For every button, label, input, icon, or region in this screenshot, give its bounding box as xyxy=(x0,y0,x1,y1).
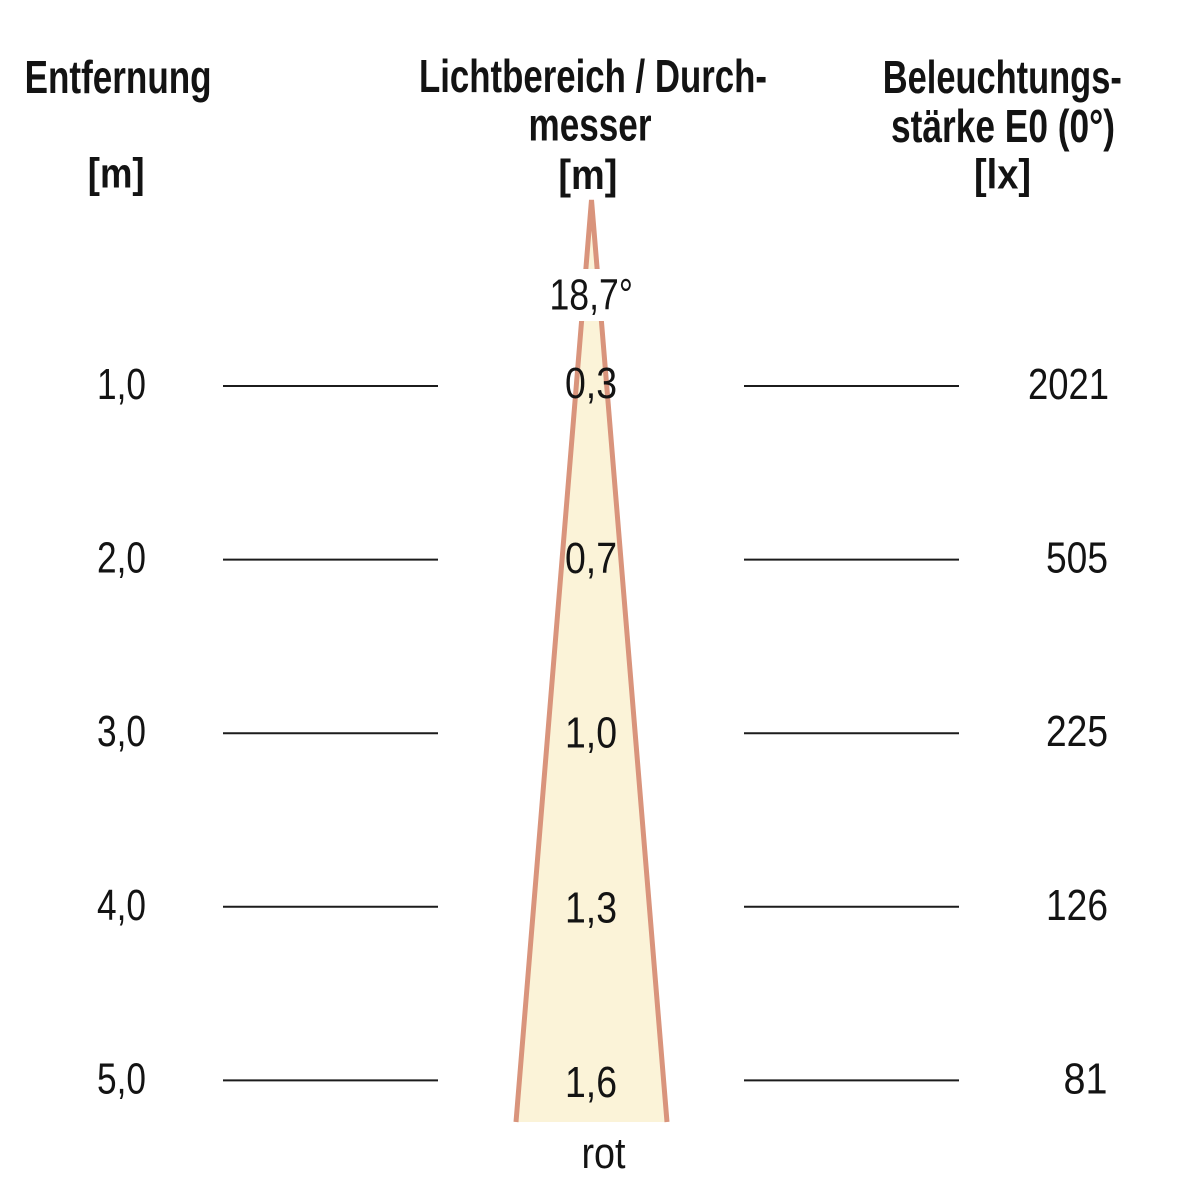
svg-text:Beleuchtungs-: Beleuchtungs- xyxy=(883,51,1122,103)
svg-text:126: 126 xyxy=(1046,881,1108,930)
svg-text:1,6: 1,6 xyxy=(565,1058,617,1107)
svg-text:18,7°: 18,7° xyxy=(550,270,634,319)
svg-text:1,3: 1,3 xyxy=(565,883,617,932)
svg-text:0,7: 0,7 xyxy=(565,534,617,583)
svg-text:225: 225 xyxy=(1046,707,1108,756)
svg-text:rot: rot xyxy=(582,1129,626,1178)
svg-text:1,0: 1,0 xyxy=(97,360,146,409)
svg-text:1,0: 1,0 xyxy=(565,709,617,758)
svg-text:Lichtbereich / Durch-: Lichtbereich / Durch- xyxy=(419,50,767,102)
svg-text:2,0: 2,0 xyxy=(97,534,146,583)
svg-text:[m]: [m] xyxy=(88,150,145,197)
svg-text:505: 505 xyxy=(1046,534,1108,583)
svg-text:[lx]: [lx] xyxy=(974,151,1031,198)
svg-text:Entfernung: Entfernung xyxy=(25,51,212,103)
svg-text:messer: messer xyxy=(529,99,652,151)
svg-text:[m]: [m] xyxy=(558,151,617,198)
svg-text:2021: 2021 xyxy=(1028,360,1109,409)
svg-text:4,0: 4,0 xyxy=(97,881,146,930)
svg-text:81: 81 xyxy=(1064,1054,1108,1103)
svg-text:5,0: 5,0 xyxy=(97,1054,146,1103)
svg-text:3,0: 3,0 xyxy=(97,707,146,756)
svg-text:0,3: 0,3 xyxy=(565,359,617,408)
svg-text:stärke E0 (0°): stärke E0 (0°) xyxy=(891,100,1115,152)
